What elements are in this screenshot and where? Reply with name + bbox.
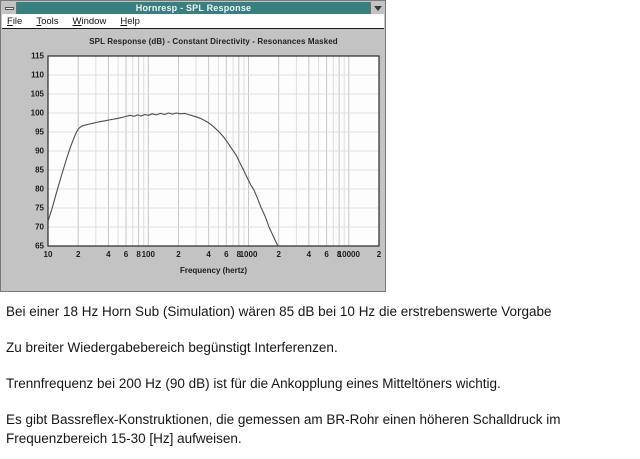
svg-text:6: 6	[324, 250, 329, 259]
window-title: Hornresp - SPL Response	[135, 3, 252, 13]
menu-item-file[interactable]: File	[7, 15, 23, 27]
chart-panel: SPL Response (dB) - Constant Directivity…	[2, 29, 384, 291]
svg-text:8: 8	[337, 250, 342, 259]
svg-text:75: 75	[35, 204, 44, 213]
menu-item-window[interactable]: Window	[72, 15, 107, 27]
title-bar: Hornresp - SPL Response	[2, 2, 384, 14]
svg-text:115: 115	[31, 52, 44, 61]
svg-text:110: 110	[31, 71, 44, 80]
svg-text:80: 80	[35, 185, 44, 194]
svg-text:8: 8	[237, 250, 242, 259]
svg-text:4: 4	[106, 250, 111, 259]
paragraph-2: Zu breiter Wiedergabebereich begünstigt …	[6, 340, 338, 355]
svg-text:6: 6	[124, 250, 129, 259]
svg-text:70: 70	[35, 223, 44, 232]
svg-text:100: 100	[31, 109, 45, 118]
app-window: Hornresp - SPL Response File Tools Window H…	[0, 0, 386, 292]
menu-item-tools[interactable]: Tools	[36, 15, 59, 27]
svg-text:100: 100	[142, 250, 156, 259]
system-menu-icon	[4, 6, 14, 10]
svg-text:2: 2	[276, 250, 281, 259]
svg-text:1000: 1000	[240, 250, 258, 259]
svg-text:10: 10	[44, 250, 53, 259]
paragraph-3: Trennfrequenz bei 200 Hz (90 dB) ist für…	[6, 376, 501, 391]
svg-text:4: 4	[307, 250, 312, 259]
chart-title: SPL Response (dB) - Constant Directivity…	[89, 37, 338, 46]
menu-bar: File Tools Window Help	[2, 14, 384, 29]
svg-text:90: 90	[35, 147, 44, 156]
paragraph-1: Bei einer 18 Hz Horn Sub (Simulation) wä…	[6, 304, 552, 319]
system-menu-button[interactable]	[2, 2, 17, 14]
minimize-icon	[373, 5, 382, 11]
svg-text:6: 6	[224, 250, 229, 259]
commentary-text: Bei einer 18 Hz Horn Sub (Simulation) wä…	[6, 302, 634, 459]
svg-text:95: 95	[35, 128, 44, 137]
paragraph-4: Es gibt Bassreflex-Konstruktionen, die g…	[6, 412, 561, 446]
svg-text:8: 8	[136, 250, 141, 259]
svg-text:2: 2	[76, 250, 81, 259]
svg-text:2: 2	[377, 250, 382, 259]
menu-item-help[interactable]: Help	[120, 15, 140, 27]
minimize-button[interactable]	[370, 2, 384, 14]
svg-text:10000: 10000	[338, 250, 361, 259]
svg-text:2: 2	[176, 250, 181, 259]
svg-text:Frequency (hertz): Frequency (hertz)	[180, 266, 247, 275]
svg-text:105: 105	[31, 90, 45, 99]
svg-text:65: 65	[35, 242, 44, 251]
svg-text:85: 85	[35, 166, 44, 175]
svg-text:4: 4	[206, 250, 211, 259]
